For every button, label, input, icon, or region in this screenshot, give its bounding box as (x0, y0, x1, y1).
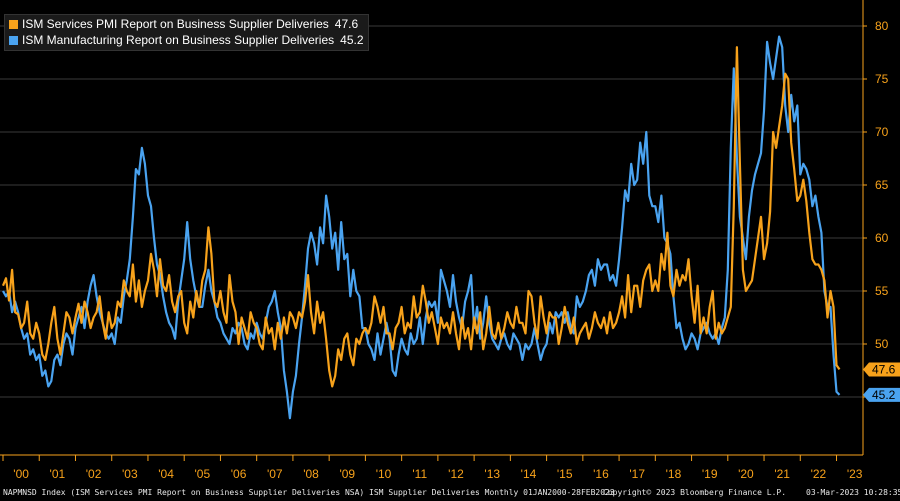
legend-value-manufacturing: 45.2 (340, 33, 364, 47)
series-line-manufacturing (2, 35, 841, 420)
x-tick-label: '23 (847, 467, 863, 481)
legend-label-services: ISM Services PMI Report on Business Supp… (22, 17, 329, 31)
x-tick-label: '02 (86, 467, 102, 481)
y-tick-label: 75 (875, 72, 889, 86)
series-line-services (1, 46, 841, 388)
x-tick-label: '03 (122, 467, 138, 481)
chart-legend: ISM Services PMI Report on Business Supp… (4, 14, 369, 51)
chart-background (0, 0, 900, 485)
legend-swatch-services (9, 19, 18, 29)
footer-source: NAPMNSD Index (ISM Services PMI Report o… (3, 488, 615, 497)
legend-swatch-manufacturing (9, 35, 18, 45)
x-tick-label: '00 (13, 467, 29, 481)
chart-canvas: 4550556065707580'00'01'02'03'04'05'06'07… (0, 0, 900, 485)
x-tick-label: '09 (339, 467, 355, 481)
last-value-label: 45.2 (872, 388, 896, 402)
x-tick-label: '14 (521, 467, 537, 481)
x-tick-label: '11 (412, 467, 427, 481)
x-tick-label: '01 (50, 467, 66, 481)
y-tick-label: 50 (875, 337, 889, 351)
x-tick-label: '22 (811, 467, 827, 481)
y-tick-label: 70 (875, 125, 889, 139)
x-tick-label: '04 (158, 467, 174, 481)
x-tick-label: '12 (448, 467, 464, 481)
y-tick-label: 55 (875, 284, 889, 298)
footer-timestamp: 03-Mar-2023 10:28:35 (806, 488, 900, 497)
legend-item-services: ISM Services PMI Report on Business Supp… (9, 16, 364, 32)
x-tick-label: '17 (629, 467, 645, 481)
x-tick-label: '13 (484, 467, 500, 481)
last-value-tag-bg (863, 387, 900, 402)
footer-copyright: Copyright© 2023 Bloomberg Finance L.P. (603, 488, 787, 497)
last-value-tag-manufacturing: 45.2 (863, 387, 900, 402)
x-tick-label: '06 (231, 467, 247, 481)
x-tick-label: '20 (738, 467, 754, 481)
legend-label-manufacturing: ISM Manufacturing Report on Business Sup… (22, 33, 335, 47)
chart-footer: NAPMNSD Index (ISM Services PMI Report o… (0, 485, 900, 501)
x-tick-label: '21 (774, 467, 790, 481)
last-value-tag-services: 47.6 (863, 362, 900, 377)
y-tick-label: 60 (875, 231, 889, 245)
x-tick-label: '10 (376, 467, 392, 481)
x-tick-label: '19 (702, 467, 718, 481)
last-value-tag-bg (863, 362, 900, 377)
y-tick-label: 80 (875, 19, 889, 33)
legend-value-services: 47.6 (334, 17, 359, 31)
legend-item-manufacturing: ISM Manufacturing Report on Business Sup… (9, 32, 364, 48)
last-value-label: 47.6 (872, 362, 896, 376)
x-tick-label: '08 (303, 467, 319, 481)
x-tick-label: '15 (557, 467, 573, 481)
y-tick-label: 65 (875, 178, 889, 192)
x-tick-label: '05 (194, 467, 210, 481)
x-tick-label: '18 (666, 467, 682, 481)
x-tick-label: '07 (267, 467, 283, 481)
x-tick-label: '16 (593, 467, 609, 481)
